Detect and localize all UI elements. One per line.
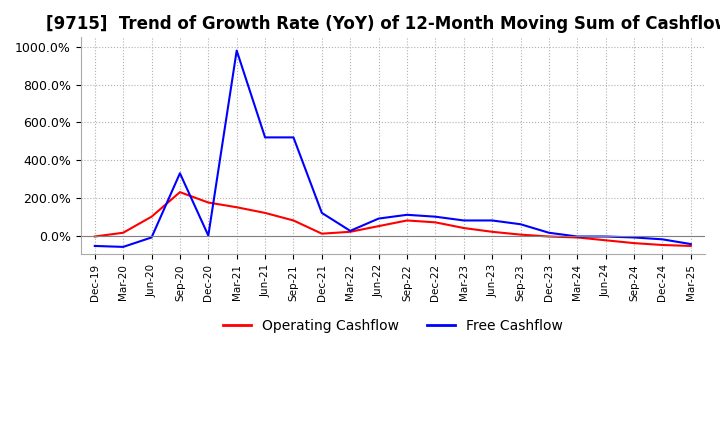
Legend: Operating Cashflow, Free Cashflow: Operating Cashflow, Free Cashflow (217, 314, 568, 339)
Title: [9715]  Trend of Growth Rate (YoY) of 12-Month Moving Sum of Cashflows: [9715] Trend of Growth Rate (YoY) of 12-… (46, 15, 720, 33)
